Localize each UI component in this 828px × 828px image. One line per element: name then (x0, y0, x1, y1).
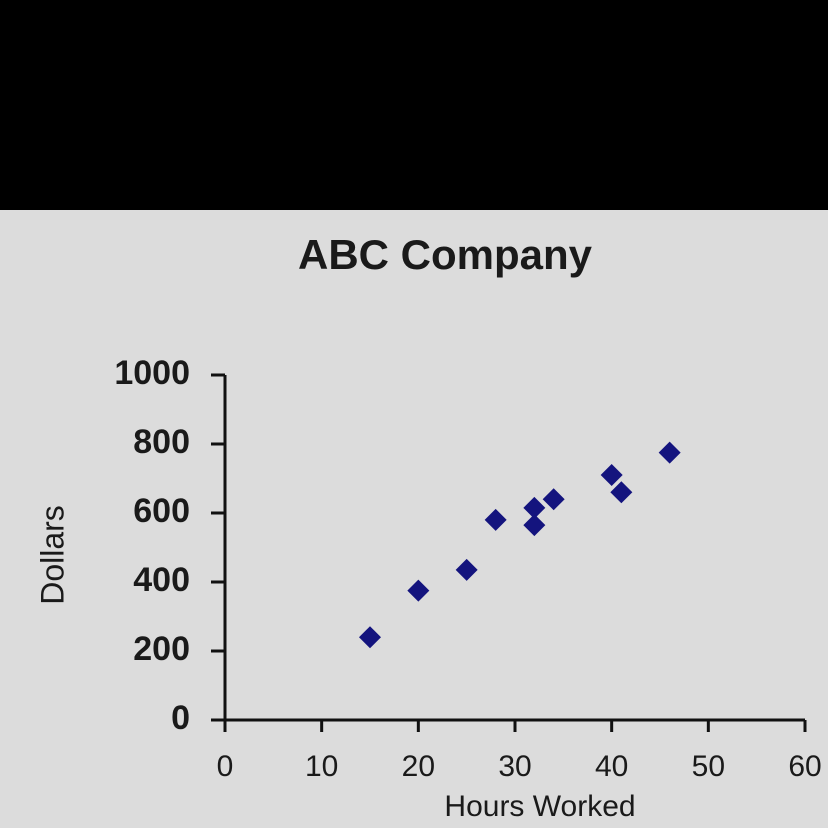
y-axis-label: Dollars (34, 505, 70, 605)
point (407, 579, 430, 602)
dark-band (0, 0, 828, 210)
y-tick-label: 1000 (114, 354, 190, 392)
x-tick-label: 0 (217, 750, 234, 783)
y-tick-label: 200 (133, 630, 190, 668)
y-tick-label: 400 (133, 561, 190, 599)
point (523, 514, 546, 537)
x-tick-label: 10 (305, 750, 338, 783)
point (542, 488, 565, 511)
x-tick-label: 40 (595, 750, 628, 783)
point (523, 496, 546, 519)
x-tick-label: 50 (692, 750, 725, 783)
chart-background (0, 210, 828, 828)
point (658, 441, 681, 464)
point (484, 508, 507, 531)
y-tick-label: 0 (171, 699, 190, 737)
point (359, 626, 381, 649)
x-tick-label: 30 (498, 750, 531, 783)
point (600, 464, 623, 487)
y-tick-label: 800 (133, 423, 190, 461)
point (455, 558, 478, 581)
point (610, 481, 633, 504)
x-tick-label: 20 (402, 750, 435, 783)
x-axis-label: Hours Worked (444, 790, 635, 823)
chart-title: ABC Company (298, 231, 593, 278)
y-tick-label: 600 (133, 492, 190, 530)
x-tick-label: 60 (788, 750, 821, 783)
